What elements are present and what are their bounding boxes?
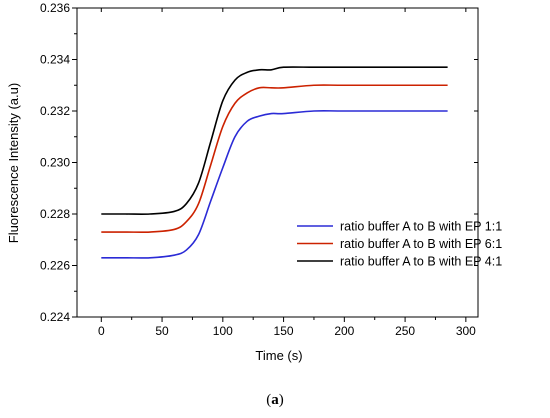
x-tick-label: 200 [334, 324, 354, 338]
legend-label-1: ratio buffer A to B with EP 1:1 [340, 220, 502, 234]
x-axis-label: Time (s) [255, 348, 302, 363]
legend-label-2: ratio buffer A to B with EP 6:1 [340, 237, 502, 251]
x-axis-ticks: 0 50 100 150 200 250 300 [98, 8, 476, 338]
series-line-2 [101, 84, 448, 234]
plot-frame [76, 7, 479, 318]
y-axis-ticks: 0.224 0.226 0.228 0.230 0.232 0.234 0.236 [40, 1, 478, 324]
x-tick-label: 150 [274, 324, 294, 338]
legend: ratio buffer A to B with EP 1:1 ratio buf… [297, 220, 502, 269]
y-tick-label: 0.234 [40, 53, 70, 67]
y-tick-label: 0.224 [40, 310, 70, 324]
y-tick-label: 0.232 [40, 104, 70, 118]
y-tick-label: 0.230 [40, 156, 70, 170]
y-tick-label: 0.226 [40, 259, 70, 273]
y-tick-label: 0.228 [40, 207, 70, 221]
series-line-1 [101, 110, 448, 259]
x-tick-label: 300 [456, 324, 476, 338]
series-line-3 [101, 66, 448, 215]
figure-caption: (a) [266, 392, 284, 408]
x-tick-label: 100 [213, 324, 233, 338]
legend-label-3: ratio buffer A to B with EP 4:1 [340, 255, 502, 269]
series-lines [101, 66, 448, 259]
x-tick-label: 0 [98, 324, 105, 338]
y-axis-label: Fluorescence Intensity (a.u) [6, 83, 21, 243]
x-tick-label: 250 [395, 324, 415, 338]
x-tick-label: 50 [155, 324, 169, 338]
y-tick-label: 0.236 [40, 1, 70, 15]
